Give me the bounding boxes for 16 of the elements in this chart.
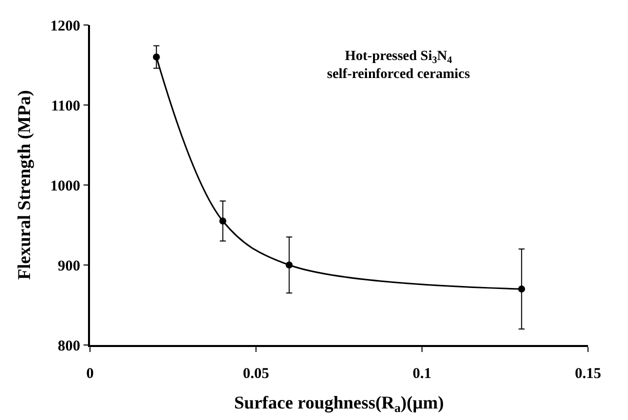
y-tick-label: 1200 — [50, 18, 80, 34]
point — [219, 218, 226, 224]
point — [152, 54, 160, 60]
y-tick-label: 1000 — [50, 178, 80, 194]
y-tick-label: 800 — [58, 338, 80, 354]
annotation: Hot-pressed Si$_{3}$N$_{4}$ self-reinforced ceramics — [327, 49, 470, 82]
x-tick-label: 0.1 — [412, 366, 432, 382]
y-axis-title: Flexural Strength (MPa) — [14, 90, 34, 280]
point — [518, 286, 526, 292]
x-tick-label: 0.15 — [574, 366, 602, 382]
point — [286, 262, 293, 268]
x-axis-title: Surface roughness(R$_{a}$)(μm) — [234, 392, 444, 416]
y-tick-label: 900 — [58, 258, 80, 274]
x-tick-label: 0 — [86, 366, 94, 382]
x-tick-label: 0.05 — [242, 366, 270, 382]
y-tick-label: 1100 — [51, 98, 80, 114]
